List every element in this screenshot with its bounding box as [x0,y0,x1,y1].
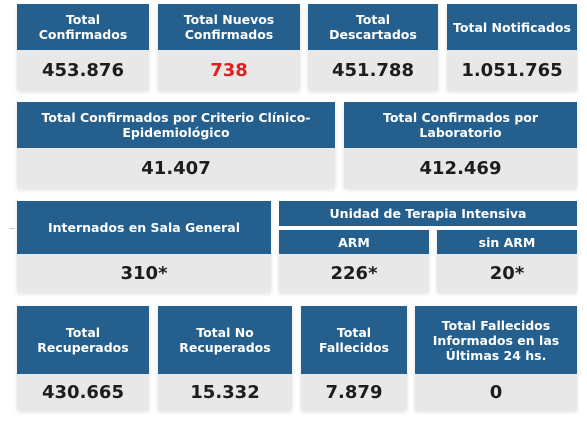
card-value: 310* [17,254,271,292]
card-label: Total Confirmados por Criterio Clínico- … [17,102,335,148]
card-value: 20* [437,254,577,292]
card-value: 1.051.765 [447,50,577,90]
card-label: Total Fallecidos Informados en las Últim… [415,306,577,374]
card-uti-arm: ARM 226* [279,230,429,292]
card-internados-sala-general: Internados en Sala General 310* [17,201,271,292]
card-value: 451.788 [308,50,438,90]
card-label: Total Confirmados por Laboratorio [344,102,577,148]
card-confirmados-laboratorio: Total Confirmados por Laboratorio 412.46… [344,102,577,188]
card-label: Total No Recuperados [158,306,292,374]
card-label: Total Notificados [447,4,577,50]
card-label: Internados en Sala General [17,201,271,254]
card-total-nuevos-confirmados: Total Nuevos Confirmados 738 [158,4,300,90]
card-label: Total Descartados [308,4,438,50]
card-value: 15.332 [158,374,292,410]
card-total-no-recuperados: Total No Recuperados 15.332 [158,306,292,410]
card-total-descartados: Total Descartados 451.788 [308,4,438,90]
card-total-fallecidos: Total Fallecidos 7.879 [301,306,407,410]
uti-group-title: Unidad de Terapia Intensiva [279,201,577,226]
card-value: 412.469 [344,148,577,188]
card-value: 226* [279,254,429,292]
card-value: 41.407 [17,148,335,188]
card-value: 7.879 [301,374,407,410]
card-total-recuperados: Total Recuperados 430.665 [17,306,149,410]
card-label: Total Recuperados [17,306,149,374]
card-fallecidos-ultimas-24hs: Total Fallecidos Informados en las Últim… [415,306,577,410]
card-value: 453.876 [17,50,149,90]
divider [9,228,15,229]
card-total-notificados: Total Notificados 1.051.765 [447,4,577,90]
card-label: Total Fallecidos [301,306,407,374]
card-label: Total Nuevos Confirmados [158,4,300,50]
card-total-confirmados: Total Confirmados 453.876 [17,4,149,90]
card-label: ARM [279,230,429,254]
card-value: 738 [158,50,300,90]
card-value: 430.665 [17,374,149,410]
card-value: 0 [415,374,577,410]
card-confirmados-criterio-clinico: Total Confirmados por Criterio Clínico- … [17,102,335,188]
card-label: Total Confirmados [17,4,149,50]
card-uti-sin-arm: sin ARM 20* [437,230,577,292]
card-label: sin ARM [437,230,577,254]
